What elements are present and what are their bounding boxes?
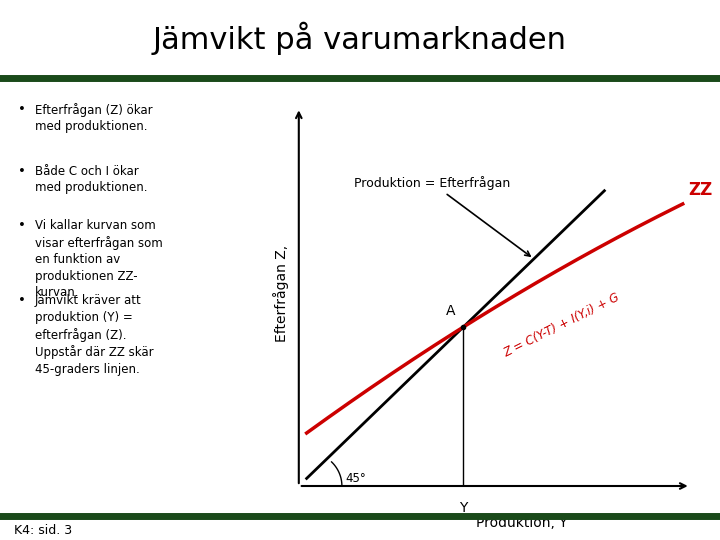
Text: •: •	[18, 219, 26, 232]
Text: 45°: 45°	[346, 472, 366, 485]
Text: Efterfrågan Z,: Efterfrågan Z,	[273, 245, 289, 341]
Text: Y: Y	[459, 501, 467, 515]
Text: Produktion = Efterfrågan: Produktion = Efterfrågan	[354, 176, 530, 256]
Text: Vi kallar kurvan som
visar efterfrågan som
en funktion av
produktionen ZZ-
kurva: Vi kallar kurvan som visar efterfrågan s…	[35, 219, 162, 299]
Text: •: •	[18, 103, 26, 116]
Text: ZZ: ZZ	[688, 181, 713, 199]
Text: Både C och I ökar
med produktionen.: Både C och I ökar med produktionen.	[35, 165, 147, 194]
Text: •: •	[18, 165, 26, 178]
Text: Z = C(Y-T) + I(Y,i) + G: Z = C(Y-T) + I(Y,i) + G	[501, 291, 621, 360]
Text: Efterfrågan (Z) ökar
med produktionen.: Efterfrågan (Z) ökar med produktionen.	[35, 103, 152, 133]
Text: Jämvikt kräver att
produktion (Y) =
efterfrågan (Z).
Uppstår där ZZ skär
45-grad: Jämvikt kräver att produktion (Y) = efte…	[35, 294, 153, 376]
Text: K4: sid. 3: K4: sid. 3	[14, 524, 73, 537]
Text: Produktion, Y: Produktion, Y	[477, 516, 568, 530]
Text: •: •	[18, 294, 26, 307]
Text: Jämvikt på varumarknaden: Jämvikt på varumarknaden	[153, 22, 567, 55]
Text: A: A	[446, 303, 456, 318]
